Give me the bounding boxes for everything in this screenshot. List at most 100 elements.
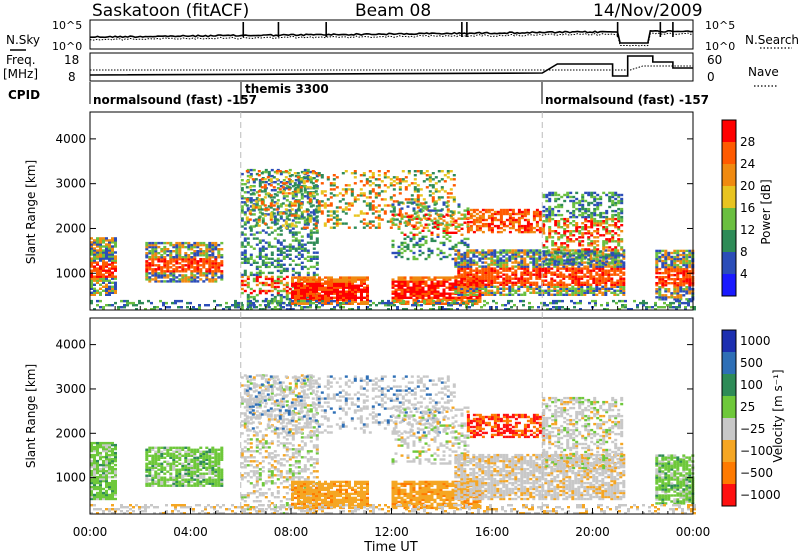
power-cell-4825 [192,308,195,311]
power-cell-3905 [490,208,494,212]
power-cell-802 [261,289,265,293]
power-cell-3155 [505,273,509,276]
power-cell-1377 [254,178,258,181]
power-cell-2630 [397,213,401,216]
power-cell-1813 [407,170,411,173]
power-cell-116 [105,291,108,294]
power-cell-3697 [601,285,605,288]
power-cell-881 [270,283,274,287]
power-cell-3576 [580,285,584,288]
power-cell-1820 [410,182,414,185]
power-cell-1788 [398,188,402,191]
power-cell-1384 [257,198,261,201]
power-cell-1802 [404,186,408,189]
power-cell-3596 [583,281,587,284]
power-cell-479 [196,243,200,247]
power-cell-4461 [614,248,618,251]
power-cell-4434 [611,258,615,261]
power-cell-506 [202,243,206,247]
power-cell-1948 [452,198,456,201]
power-cell-370 [175,250,179,253]
power-cell-3245 [520,257,524,260]
power-cell-2191 [348,294,351,297]
power-cell-2325 [403,280,407,283]
power-cell-490 [199,252,203,255]
power-cell-1480 [293,204,297,207]
power-cell-4067 [548,236,552,239]
power-cell-3252 [523,283,527,286]
power-cell-315 [163,245,167,249]
cpid-segment-1: normalsound (fast) -157 [93,93,257,107]
power-cell-1997 [300,288,303,291]
power-cell-722 [252,295,256,299]
power-cell-284 [157,252,161,255]
power-cell-3060 [490,291,494,294]
power-cell-1379 [257,220,261,223]
power-cell-3822 [622,283,626,286]
power-cell-4102 [554,250,558,253]
power-cell-1641 [350,194,354,197]
power-cell-319 [166,274,170,277]
power-cell-1759 [389,204,393,207]
power-cell-2981 [475,269,479,272]
power-cell-3406 [550,271,554,274]
power-cell-1465 [287,186,291,189]
power-cell-167 [111,281,114,284]
power-cell-4908 [342,306,345,309]
power-cell-4220 [575,256,579,259]
power-cell-4784 [120,306,123,309]
power-cell-596 [220,254,224,257]
power-cell-3960 [514,212,518,216]
power-cell-2946 [469,267,473,270]
power-cell-1029 [285,283,289,287]
power-cell-4604 [667,253,671,257]
power-cell-3097 [496,291,500,294]
power-cell-2422 [430,296,434,299]
power-cell-3110 [496,259,500,262]
power-cell-1917 [440,178,444,181]
power-cell-85 [99,251,102,254]
power-cell-3854 [472,220,476,224]
power-cell-549 [211,262,215,265]
power-cell-3810 [619,269,623,272]
power-cell-4352 [596,254,600,257]
power-cell-4929 [387,304,390,307]
power-cell-1489 [296,208,300,211]
power-cell-937 [276,279,280,283]
power-cell-2170 [342,282,345,285]
power-cell-1182 [300,255,304,258]
power-cell-1612 [338,218,342,221]
power-cell-1669 [362,212,366,215]
power-cell-4295 [587,238,591,241]
power-cell-2543 [463,296,467,299]
power-cell-4729 [688,286,692,289]
power-cell-4429 [608,197,612,201]
power-cell-3134 [502,283,506,286]
power-cell-2329 [406,300,410,303]
power-cell-2933 [466,249,470,252]
power-cell-1880 [428,178,432,181]
power-cell-1354 [245,218,249,221]
power-cell-1538 [314,222,318,225]
power-cell-2845 [454,291,458,294]
power-cell-137 [105,239,108,242]
power-cell-1342 [315,219,319,222]
power-cell-3738 [607,271,611,274]
power-cell-885 [270,275,274,279]
power-cell-3484 [565,293,569,296]
power-cell-542 [211,278,215,281]
power-cell-3552 [577,293,581,296]
power-cell-188 [114,289,117,292]
power-cell-1775 [392,176,396,179]
power-cell-1781 [398,222,402,225]
power-cell-123 [105,275,108,278]
power-cell-1757 [389,218,393,221]
power-cell-1842 [416,194,420,197]
power-cell-184 [111,241,114,244]
power-cell-4058 [545,209,549,213]
power-cell-4829 [198,306,201,309]
power-cell-1308 [312,231,316,234]
power-cell-2699 [418,217,422,220]
power-cell-773 [258,289,262,293]
power-cell-4162 [563,220,567,223]
